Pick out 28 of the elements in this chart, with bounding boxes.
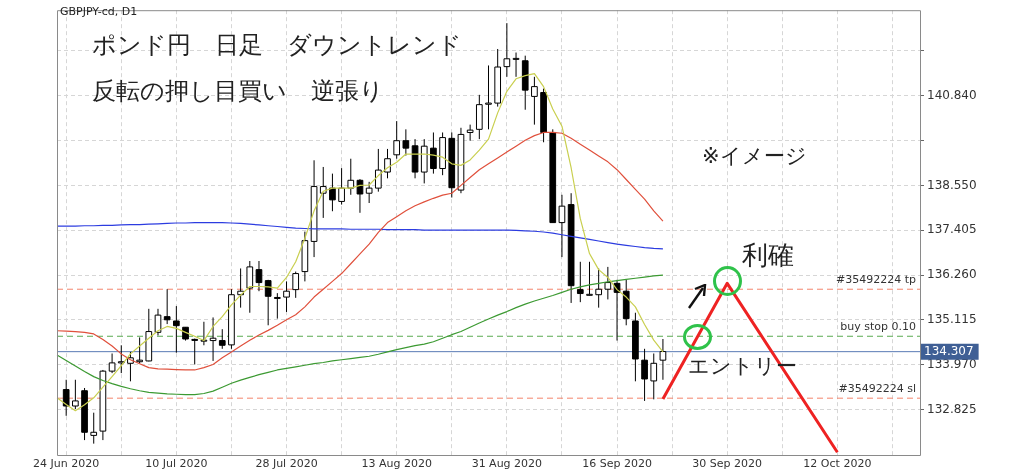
y-tick-label: 140.840 — [927, 87, 977, 102]
x-tick-label: 24 Jun 2020 — [33, 457, 100, 471]
candlestick — [531, 76, 538, 126]
y-tick-label: 132.825 — [927, 401, 977, 416]
ref-line-label: #35492224 tp — [836, 272, 917, 286]
annotation: GBPJPY-cd, D1 — [60, 4, 138, 18]
annotation: ※イメージ — [702, 144, 807, 169]
x-tick-label: 28 Jul 2020 — [255, 457, 318, 471]
text: ポンド円 日足 ダウントレンド — [92, 31, 462, 60]
y-tick-label: 135.115 — [927, 312, 977, 327]
annotation: 利確 — [742, 239, 794, 270]
text: 反転の押し目買い 逆張り — [92, 77, 384, 106]
x-tick-label: 30 Sep 2020 — [692, 457, 763, 471]
y-tick-label: 138.550 — [927, 177, 977, 192]
x-tick-label: 13 Aug 2020 — [361, 457, 432, 471]
candlestick — [127, 351, 134, 382]
x-tick-label: 16 Sep 2020 — [582, 457, 652, 471]
y-tick-label: 133.970 — [927, 356, 977, 371]
y-tick-label: 137.405 — [927, 222, 977, 237]
annotation: エントリー — [688, 354, 797, 379]
x-tick-label: 10 Jul 2020 — [145, 457, 208, 471]
ref-line-label: #35492224 sl — [838, 381, 916, 395]
x-tick-label: 12 Oct 2020 — [803, 457, 872, 471]
x-tick-label: 31 Aug 2020 — [471, 457, 543, 471]
ref-line-label: 134.307 — [924, 343, 974, 358]
y-tick-label: 136.260 — [927, 267, 977, 282]
ref-line-label: buy stop 0.10 — [840, 319, 916, 333]
candlestick — [384, 148, 391, 179]
